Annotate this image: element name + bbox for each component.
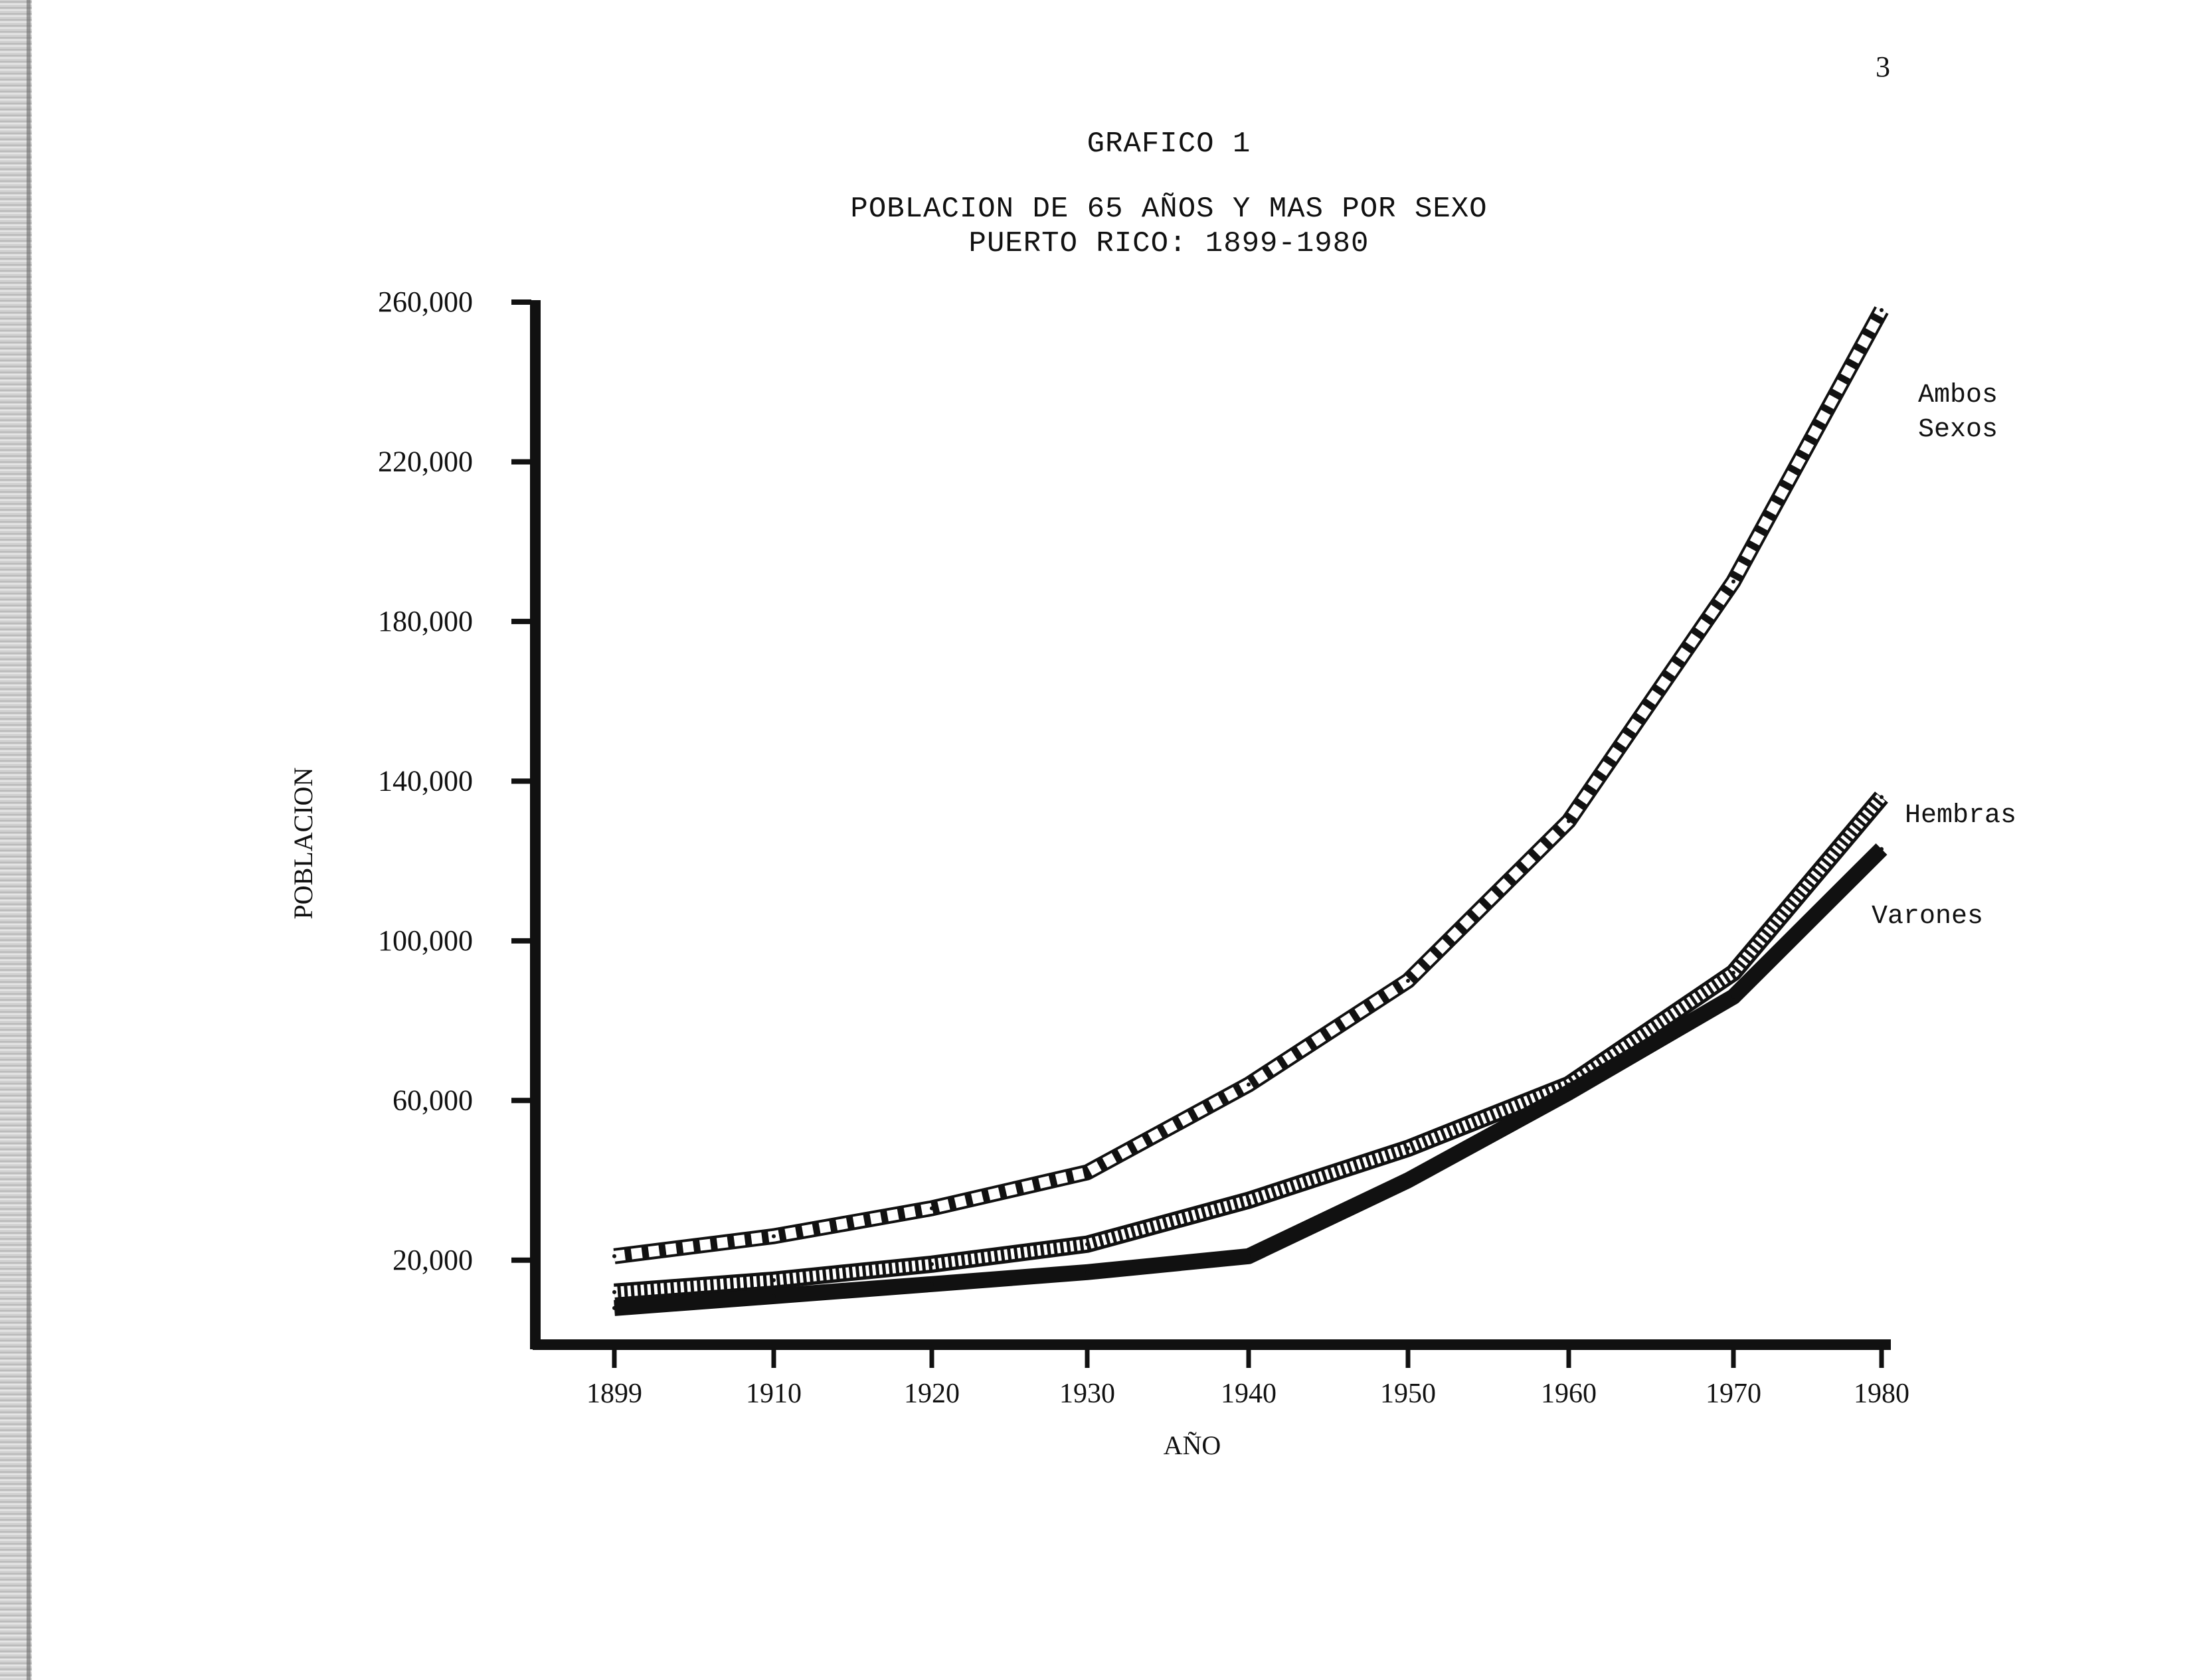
- data-point: [1247, 1198, 1251, 1203]
- data-point: [1406, 978, 1410, 983]
- series-label-hembras: Hembras: [1905, 801, 2016, 831]
- data-point: [612, 1290, 616, 1294]
- series-line-hembras-outline: [614, 792, 1888, 1301]
- x-tick-label: 1970: [1706, 1379, 1761, 1409]
- page-number: 3: [1876, 50, 1890, 83]
- y-tick-label: 20,000: [393, 1244, 473, 1276]
- series-layer: Ambos Sexos Hembras Varones: [612, 306, 2016, 1316]
- x-tick-label: 1950: [1380, 1379, 1436, 1409]
- tick-layer: 20,000 60,000 100,000 140,000 180,000 220,000…: [378, 286, 1909, 1409]
- chart-title: POBLACION DE 65 AÑOS Y MAS POR SEXO: [850, 193, 1488, 226]
- data-point: [930, 1282, 934, 1286]
- y-tick-label: 220,000: [378, 445, 473, 477]
- series-label-ambos-sexos: Ambos Sexos: [1918, 380, 1998, 445]
- data-point: [930, 1206, 934, 1211]
- data-point: [1567, 819, 1571, 823]
- y-tick-label: 60,000: [393, 1084, 473, 1116]
- data-point: [1731, 995, 1735, 999]
- x-tick-label: 1910: [746, 1379, 802, 1409]
- data-point: [1567, 1090, 1571, 1095]
- data-point: [930, 1262, 934, 1266]
- data-point: [612, 1254, 616, 1258]
- x-tick-label: 1960: [1541, 1379, 1597, 1409]
- data-point: [612, 1305, 616, 1310]
- y-tick-label: 180,000: [378, 605, 473, 637]
- y-tick-label: 100,000: [378, 924, 473, 957]
- data-point: [772, 1234, 776, 1238]
- data-point: [1085, 1270, 1089, 1274]
- x-tick-label: 1899: [586, 1379, 642, 1409]
- data-point: [1085, 1170, 1089, 1175]
- series-label-varones: Varones: [1872, 902, 1983, 932]
- x-tick-label: 1930: [1059, 1379, 1115, 1409]
- data-point: [1731, 970, 1735, 975]
- data-point: [1406, 1146, 1410, 1151]
- data-point: [1247, 1082, 1251, 1087]
- y-tick-label: 260,000: [378, 286, 473, 318]
- data-point: [772, 1278, 776, 1282]
- series-line-ambos-sexos: [614, 307, 1887, 1262]
- x-tick-label: 1980: [1854, 1379, 1909, 1409]
- data-point: [1406, 1178, 1410, 1183]
- scan-edge-line: [27, 0, 31, 1680]
- chart-subtitle: PUERTO RICO: 1899-1980: [968, 227, 1369, 260]
- data-point: [772, 1294, 776, 1298]
- series-line-ambos-sexos-outline: [613, 306, 1889, 1264]
- y-tick-label: 140,000: [378, 764, 473, 797]
- data-point: [1880, 308, 1884, 313]
- x-tick-label: 1920: [904, 1379, 960, 1409]
- x-tick-label: 1940: [1221, 1379, 1277, 1409]
- y-axis-title: POBLACION: [288, 768, 318, 920]
- data-point: [1731, 579, 1735, 584]
- x-axis-title: AÑO: [1164, 1430, 1221, 1460]
- data-point: [1880, 795, 1884, 799]
- figure-heading: GRAFICO 1: [1087, 127, 1251, 161]
- data-point: [1880, 847, 1884, 851]
- data-point: [1247, 1254, 1251, 1258]
- series-line-hembras: [614, 794, 1886, 1298]
- data-point: [1085, 1242, 1089, 1246]
